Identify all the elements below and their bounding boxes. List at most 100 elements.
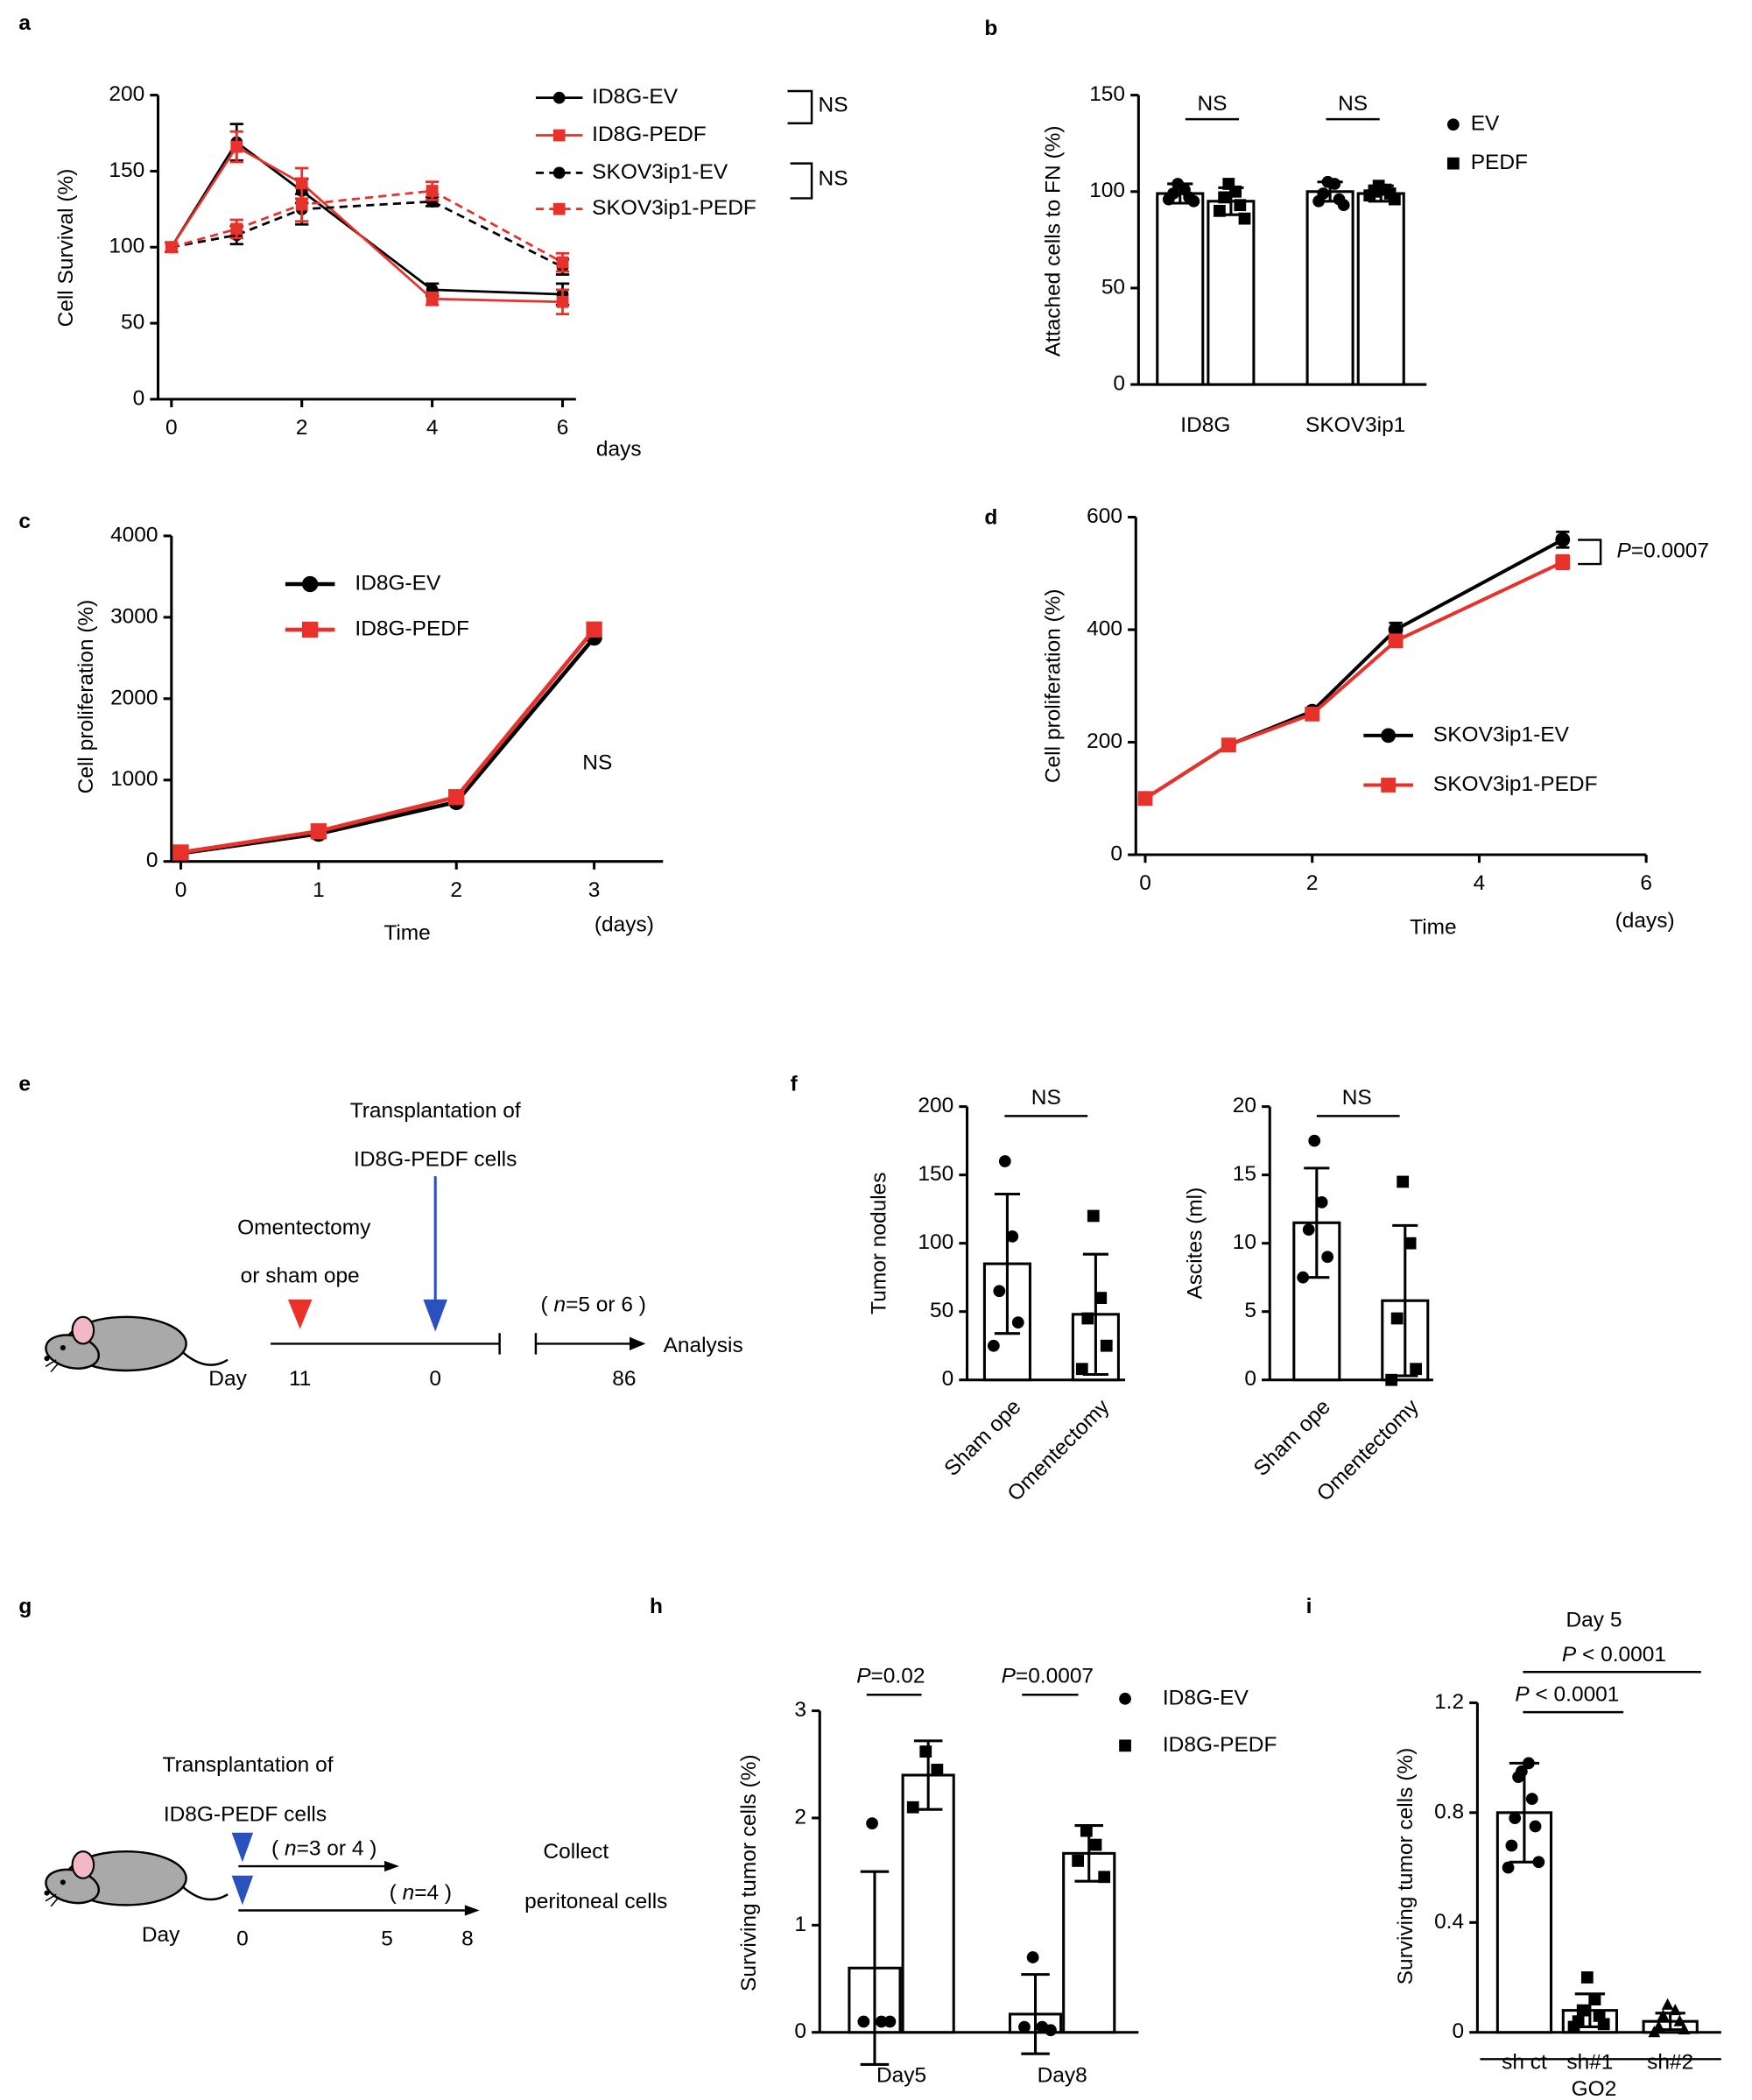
marker (1238, 212, 1251, 225)
marker (1315, 1195, 1328, 1209)
y-tick-label: 200 (918, 1094, 953, 1117)
y-tick-label: 4000 (110, 523, 158, 546)
marker (426, 195, 439, 208)
series-line (1143, 560, 1564, 800)
marker (1302, 1223, 1315, 1236)
y-tick-label: 1000 (110, 767, 158, 791)
y-axis-label: Cell Survival (%) (54, 169, 78, 328)
marker (556, 256, 569, 269)
marker (1081, 1312, 1094, 1325)
x-tick-label: ID8G (1180, 413, 1230, 437)
legend-label: ID8G-PEDF (355, 617, 469, 640)
marker (552, 129, 566, 142)
arrow-head (630, 1336, 646, 1351)
marker (1018, 2020, 1031, 2033)
y-axis-label: Surviving tumor cells (%) (737, 1754, 761, 1991)
text-part: ( (541, 1293, 554, 1317)
transplant-marker (231, 1875, 254, 1906)
x-tick-label: 0 (165, 416, 178, 440)
marker (1523, 1757, 1535, 1770)
day-label: 8 (461, 1927, 474, 1951)
legend-label: ID8G-EV (355, 571, 441, 595)
text-part: =4 ) (414, 1882, 452, 1906)
bar (901, 1773, 955, 2034)
series-line (170, 140, 563, 296)
y-tick-label: 15 (1233, 1162, 1256, 1186)
day-label: 5 (381, 1927, 393, 1951)
y-tick-label: 0 (1113, 372, 1125, 396)
marker (1512, 1771, 1524, 1783)
panel-letter: d (984, 506, 997, 530)
annotation: P=0.0007 (1616, 539, 1708, 563)
annotation: P < 0.0001 (1515, 1683, 1619, 1707)
marker (993, 1285, 1006, 1298)
day-label: 11 (289, 1367, 311, 1391)
marker (1098, 1871, 1111, 1884)
x-tick-label: 2 (450, 878, 462, 902)
bar (1356, 192, 1405, 386)
text-part: n (403, 1882, 415, 1906)
marker (295, 177, 308, 190)
error-bar (1021, 1973, 1050, 2055)
marker (1308, 1134, 1321, 1147)
marker (1661, 1998, 1674, 2010)
text-part: =3 or 4 ) (297, 1837, 377, 1861)
error-bar (994, 1192, 1020, 1335)
marker (1505, 1839, 1518, 1852)
x-tick-label: sh#1 (1566, 2050, 1613, 2074)
marker (426, 292, 439, 306)
day-label: 0 (429, 1367, 441, 1391)
marker (1162, 193, 1175, 206)
panel-letter: b (984, 17, 997, 40)
diagram-text: Transplantation of (163, 1753, 334, 1777)
x-tick-label: 0 (1139, 871, 1151, 895)
diagram-text: Analysis (664, 1334, 743, 1357)
marker (1580, 1971, 1594, 1984)
marker (1087, 1209, 1100, 1223)
marker (1388, 633, 1404, 649)
marker (1119, 1739, 1131, 1752)
marker (1363, 189, 1376, 202)
y-tick-label: 5 (1244, 1299, 1256, 1322)
y-axis-label: Tumor nodules (868, 1173, 891, 1314)
surgery-marker (287, 1299, 313, 1329)
marker (1218, 191, 1230, 204)
diagram-text: ( n=4 ) (390, 1882, 452, 1906)
panel-letter: c (18, 510, 31, 533)
x-tick-label: sh#2 (1647, 2050, 1693, 2074)
panel-letter: g (18, 1595, 32, 1618)
y-tick-label: 2 (794, 1805, 806, 1829)
panel-letter: f (791, 1073, 799, 1096)
marker (987, 1339, 1000, 1352)
marker (1388, 622, 1404, 638)
bar (1156, 192, 1205, 386)
legend-label: ID8G-EV (1163, 1686, 1249, 1709)
legend-label: SKOV3ip1-EV (592, 160, 728, 184)
marker (1337, 199, 1350, 212)
y-tick-label: 1 (794, 1913, 806, 1936)
y-tick-label: 600 (1087, 504, 1122, 528)
y-tick-label: 3 (794, 1698, 806, 1722)
x-axis-label: Time (383, 921, 430, 945)
y-tick-label: 400 (1087, 617, 1122, 640)
diagram-text: peritoneal cells (524, 1890, 667, 1913)
annotation: NS (819, 166, 848, 190)
marker (552, 91, 566, 104)
y-tick-label: 3000 (110, 604, 158, 628)
diagram-text: Transplantation of (350, 1099, 521, 1123)
text-part: < 0.0001 (1530, 1683, 1620, 1707)
marker (931, 1764, 944, 1776)
marker (1576, 2004, 1589, 2017)
marker (1072, 1855, 1085, 1867)
marker (1410, 1363, 1423, 1376)
series-line (170, 144, 563, 304)
marker (1446, 118, 1460, 131)
x-tick-label: 6 (557, 416, 569, 440)
x-axis-unit: (days) (1615, 909, 1675, 933)
y-tick-label: 100 (1089, 179, 1125, 202)
x-tick-label: SKOV3ip1 (1305, 413, 1405, 437)
marker (1137, 791, 1153, 807)
marker (998, 1155, 1011, 1167)
y-tick-label: 150 (1089, 82, 1125, 106)
